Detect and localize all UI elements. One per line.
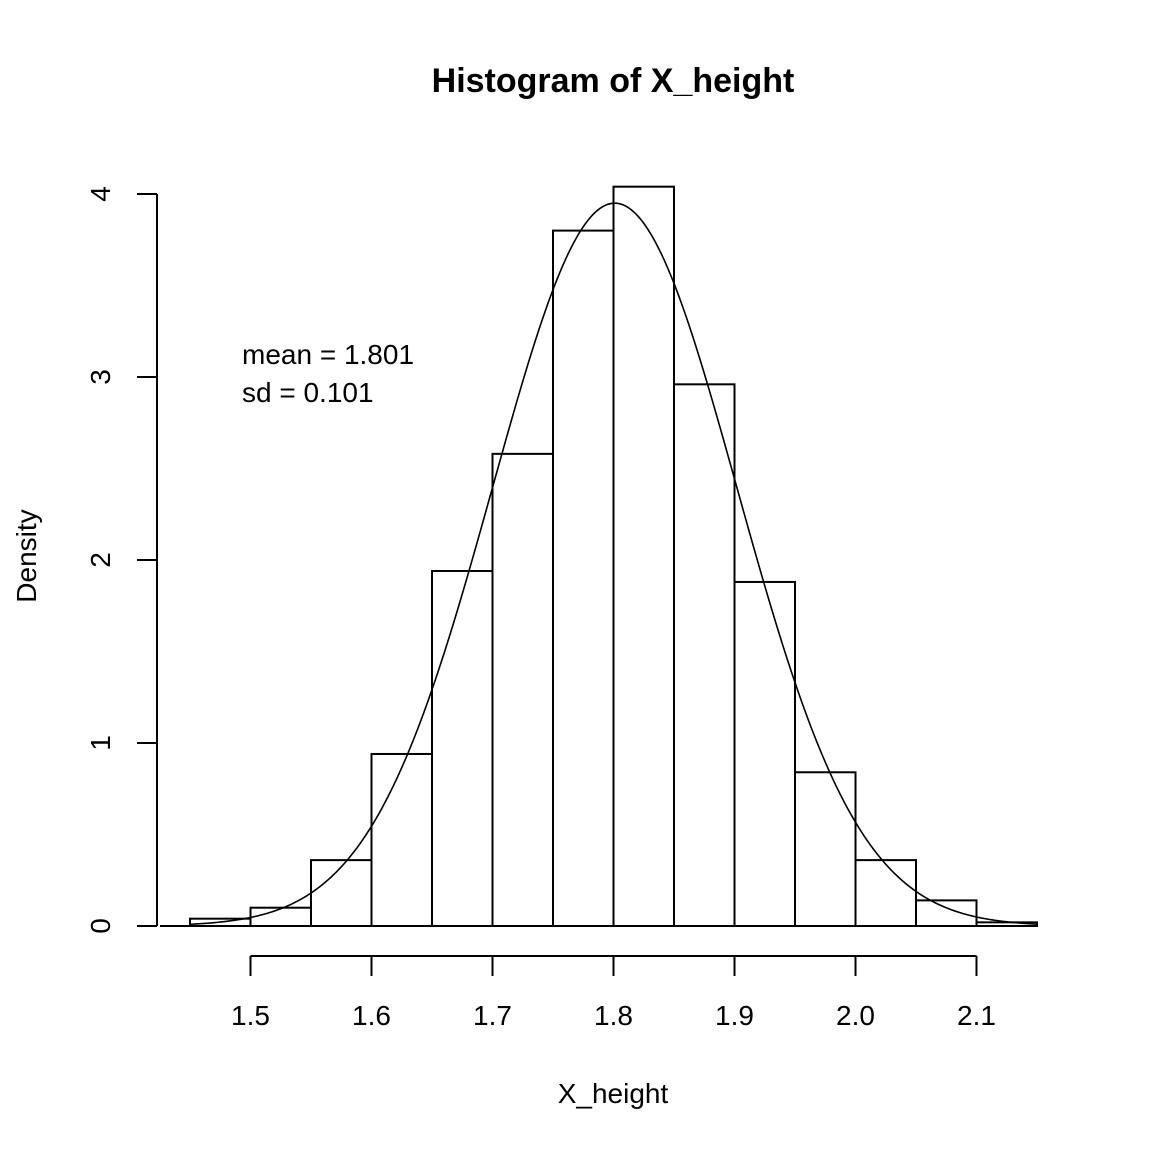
- x-tick-label: 1.6: [352, 1000, 391, 1031]
- histogram-bar: [370, 752, 433, 927]
- histogram-bar: [491, 452, 554, 927]
- x-axis-label: X_height: [558, 1078, 669, 1109]
- histogram-bar: [854, 859, 917, 927]
- x-tick-label: 1.8: [594, 1000, 633, 1031]
- histogram-bar: [310, 859, 373, 927]
- histogram-bar: [431, 569, 494, 927]
- x-tick-label: 2.0: [836, 1000, 875, 1031]
- y-axis-label: Density: [11, 509, 42, 602]
- annotation-mean: mean = 1.801: [242, 339, 414, 370]
- histogram-bar: [673, 383, 736, 927]
- histogram-bar: [552, 229, 615, 928]
- x-tick-label: 1.5: [231, 1000, 270, 1031]
- y-axis: 0 1 2 3 4: [85, 186, 158, 934]
- annotation-sd: sd = 0.101: [242, 377, 374, 408]
- chart-title: Histogram of X_height: [432, 62, 795, 100]
- y-tick-label: 2: [85, 552, 116, 568]
- x-tick-label: 2.1: [957, 1000, 996, 1031]
- histogram-bars: [160, 185, 1038, 928]
- histogram-bar: [249, 906, 312, 928]
- y-tick-label: 0: [85, 918, 116, 934]
- y-tick-label: 1: [85, 735, 116, 751]
- x-axis: 1.5 1.6 1.7 1.8 1.9 2.0 2.1: [231, 955, 996, 1031]
- x-tick-label: 1.9: [715, 1000, 754, 1031]
- histogram-bar: [915, 899, 978, 928]
- y-tick-label: 3: [85, 369, 116, 385]
- histogram-bar: [612, 185, 675, 927]
- histogram-bar: [733, 580, 796, 928]
- y-tick-label: 4: [85, 186, 116, 202]
- x-tick-label: 1.7: [473, 1000, 512, 1031]
- normal-density-curve: [189, 202, 1038, 926]
- histogram-bar: [794, 771, 857, 928]
